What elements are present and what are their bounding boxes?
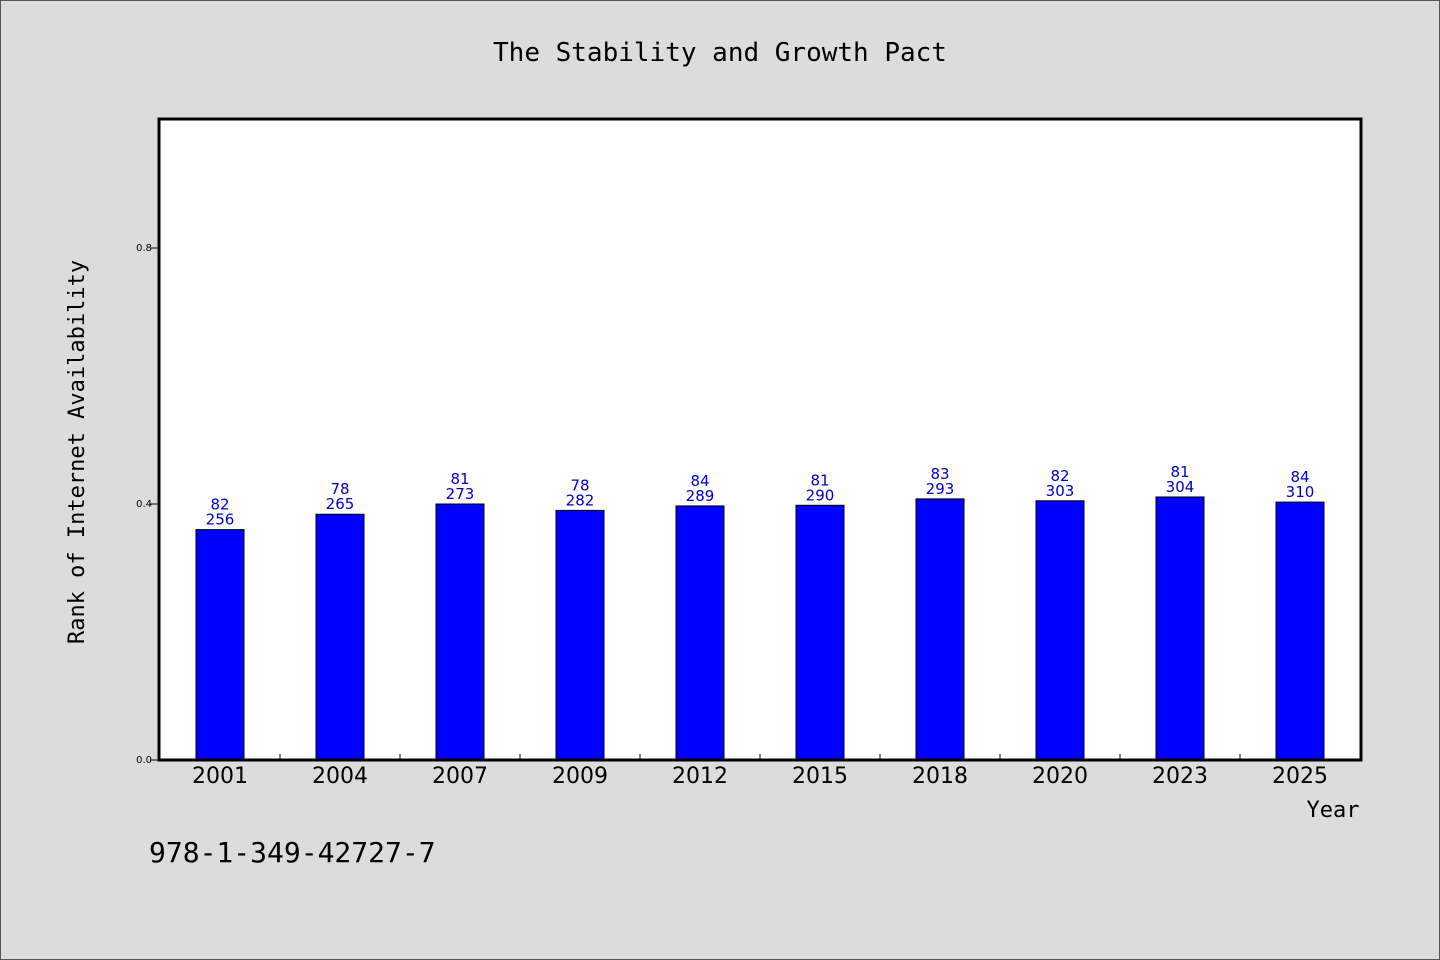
- y-tick-label: 0.8: [136, 243, 152, 254]
- x-tick-label: 2007: [432, 764, 488, 789]
- bar-label-top: 82: [210, 496, 229, 514]
- footer-code: 978-1-349-42727-7: [149, 836, 436, 869]
- y-axis: 0.0 0.4 0.8: [136, 243, 160, 766]
- bar-label-bottom: 265: [326, 495, 355, 513]
- x-tick-label: 2001: [192, 764, 248, 789]
- x-tick-label: 2018: [912, 764, 968, 789]
- bar: [1035, 500, 1085, 761]
- bar-label-top: 83: [930, 465, 949, 483]
- y-axis-title: Rank of Internet Availability: [65, 260, 90, 644]
- bar: [675, 505, 725, 761]
- bar-label-bottom: 293: [926, 480, 955, 498]
- x-tick-label: 2012: [672, 764, 728, 789]
- bar-label-top: 84: [690, 472, 709, 490]
- bar-label-top: 81: [450, 470, 469, 488]
- x-tick-label: 2020: [1032, 764, 1088, 789]
- bar: [915, 498, 965, 761]
- bar-label-top: 81: [1170, 463, 1189, 481]
- bars: [195, 496, 1325, 761]
- x-axis-title: Year: [1307, 798, 1360, 823]
- bar: [315, 513, 365, 761]
- bar: [195, 529, 245, 761]
- x-tick-label: 2025: [1272, 764, 1328, 789]
- x-tick-label: 2023: [1152, 764, 1208, 789]
- bar: [795, 504, 845, 761]
- bar-label-bottom: 289: [686, 487, 715, 505]
- bar: [435, 503, 485, 761]
- x-tick-label: 2004: [312, 764, 368, 789]
- bar-label-bottom: 282: [566, 491, 595, 509]
- bar-label-top: 84: [1290, 468, 1309, 486]
- bar-label-top: 78: [330, 480, 349, 498]
- bar-label-top: 82: [1050, 467, 1069, 485]
- bar-label-bottom: 303: [1046, 482, 1075, 500]
- plot-border: [157, 117, 1363, 762]
- bar-label-top: 81: [810, 471, 829, 489]
- x-axis: 2001 2004 2007 2009 2012 2015 2018 2020 2023 2025: [192, 754, 1328, 789]
- bar-label-bottom: 310: [1286, 483, 1315, 501]
- x-tick-label: 2015: [792, 764, 848, 789]
- y-tick-label: 0.4: [136, 499, 152, 510]
- bar: [1275, 501, 1325, 761]
- x-tick-label: 2009: [552, 764, 608, 789]
- bar-label-bottom: 256: [206, 511, 235, 529]
- bar-label-bottom: 290: [806, 486, 835, 504]
- bar: [1155, 496, 1205, 761]
- y-tick-label: 0.0: [136, 755, 152, 766]
- bar-label-top: 78: [570, 476, 589, 494]
- chart-title: The Stability and Growth Pact: [493, 38, 947, 68]
- bar-label-bottom: 273: [446, 485, 475, 503]
- bar: [555, 509, 605, 761]
- bar-label-bottom: 304: [1166, 478, 1195, 496]
